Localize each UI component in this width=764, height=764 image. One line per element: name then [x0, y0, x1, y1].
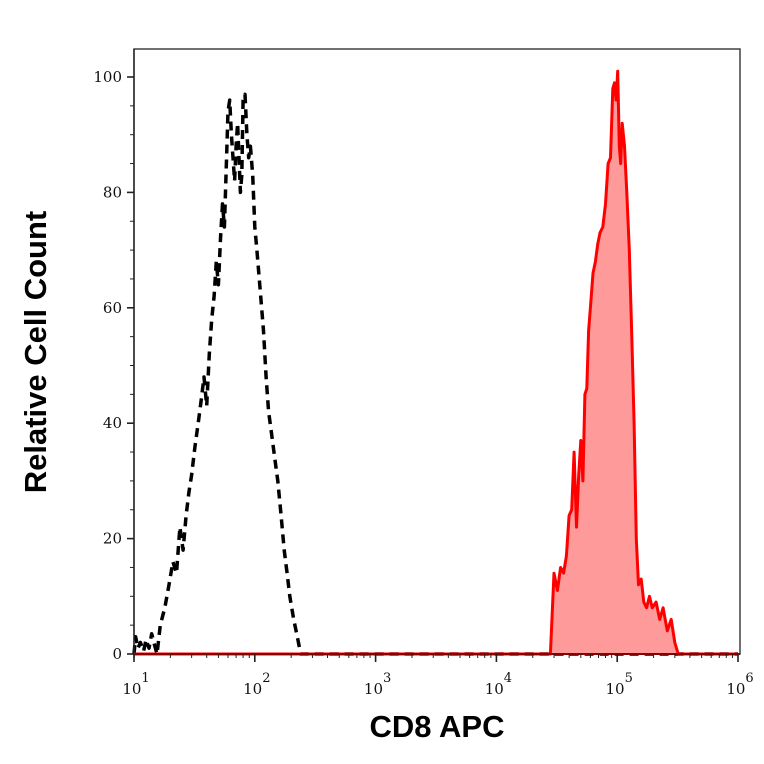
- x-tick-label: 104: [485, 671, 512, 698]
- y-tick-label: 100: [93, 68, 122, 86]
- y-axis-title: Relative Cell Count: [18, 211, 53, 494]
- series-layer: [132, 69, 738, 656]
- x-tick-label: 102: [243, 671, 270, 698]
- x-axis-title: CD8 APC: [370, 709, 505, 744]
- plot-frame: [133, 48, 741, 655]
- x-tick-label: 105: [606, 671, 633, 698]
- x-axis: 101 102 103 104 105 106: [122, 653, 754, 698]
- x-tick-label: 106: [726, 671, 753, 698]
- cd8-histogram-line: [134, 69, 738, 656]
- y-tick-label: 80: [103, 183, 122, 201]
- y-tick-label: 20: [103, 530, 122, 548]
- x-tick-label: 101: [122, 671, 149, 698]
- control-histogram-line: [132, 92, 738, 656]
- y-tick-label: 40: [103, 414, 122, 432]
- x-tick-label: 103: [364, 671, 391, 698]
- series-fill: [134, 71, 738, 654]
- y-tick-label: 0: [112, 645, 122, 663]
- y-tick-label: 60: [103, 299, 122, 317]
- y-axis: 0 20 40 60 80 100: [93, 49, 135, 663]
